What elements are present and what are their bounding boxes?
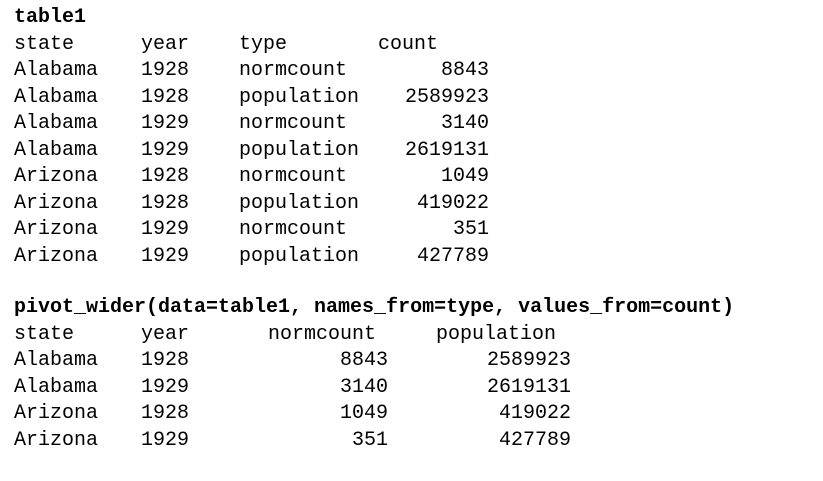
type-cell: population [239, 191, 360, 215]
state-cell: Arizona [14, 165, 99, 188]
table-row: Arizona 1929 normcount 351 [14, 217, 489, 244]
count-cell: 8843 [440, 59, 489, 82]
table1-header-count: count [378, 32, 439, 56]
type-cell: normcount [239, 218, 348, 241]
table-row: Alabama 1929 population 2619131 [14, 138, 489, 165]
year-cell: 1929 [141, 375, 190, 399]
pivot-header-population: population [436, 322, 557, 346]
state-cell: Alabama [14, 59, 99, 82]
table1-header-year: year [141, 32, 190, 56]
state-cell: Alabama [14, 112, 99, 135]
table-row: Alabama 1928 normcount 8843 [14, 58, 489, 85]
type-cell: population [239, 85, 360, 109]
pivot-header-row: state year normcount population [14, 322, 734, 349]
year-cell: 1929 [141, 428, 190, 452]
normcount-cell: 3140 [339, 375, 388, 399]
count-cell: 1049 [440, 165, 489, 188]
state-cell: Alabama [14, 138, 99, 162]
year-cell: 1929 [141, 112, 190, 135]
state-cell: Alabama [14, 85, 99, 109]
state-cell: Arizona [14, 191, 99, 215]
table1-block: table1 state year type count Alabama 1928… [14, 5, 489, 271]
population-cell: 2589923 [486, 349, 571, 372]
table1-header-type: type [239, 32, 288, 56]
table-row: Arizona 1929 351 427789 [14, 428, 734, 455]
table-row: Alabama 1928 8843 2589923 [14, 348, 734, 375]
count-cell: 2619131 [404, 138, 489, 162]
year-cell: 1928 [141, 349, 190, 372]
count-cell: 2589923 [404, 85, 489, 109]
state-cell: Alabama [14, 375, 99, 399]
pivot-header-state: state [14, 322, 75, 346]
table1-header-row: state year type count [14, 32, 438, 59]
normcount-cell: 8843 [339, 349, 388, 372]
table-row: Arizona 1928 normcount 1049 [14, 164, 489, 191]
state-cell: Alabama [14, 349, 99, 372]
type-cell: population [239, 244, 360, 268]
year-cell: 1928 [141, 402, 190, 425]
year-cell: 1928 [141, 85, 190, 109]
count-cell: 419022 [416, 191, 489, 215]
state-cell: Arizona [14, 402, 99, 425]
year-cell: 1928 [141, 165, 190, 188]
table-row: Alabama 1929 3140 2619131 [14, 375, 734, 402]
table1-title: table1 [14, 6, 87, 29]
year-cell: 1929 [141, 244, 190, 268]
table1-header-state: state [14, 32, 75, 56]
type-cell: population [239, 138, 360, 162]
normcount-cell: 1049 [339, 402, 388, 425]
year-cell: 1928 [141, 191, 190, 215]
year-cell: 1929 [141, 138, 190, 162]
pivot-block: pivot_wider(data=table1, names_from=type… [14, 295, 734, 454]
year-cell: 1928 [141, 59, 190, 82]
normcount-cell: 351 [351, 428, 388, 452]
table-row: Arizona 1928 1049 419022 [14, 401, 734, 428]
count-cell: 3140 [440, 112, 489, 135]
pivot-body: Alabama 1928 8843 2589923 Alabama 1929 3140 261… [14, 348, 734, 454]
pivot-header-normcount: normcount [268, 322, 377, 346]
count-cell: 351 [452, 218, 489, 241]
table-row: Arizona 1929 population 427789 [14, 244, 489, 271]
type-cell: normcount [239, 112, 348, 135]
table1-body: Alabama 1928 normcount 8843 Alabama 1928 popul… [14, 58, 489, 271]
count-cell: 427789 [416, 244, 489, 268]
pivot-title: pivot_wider(data=table1, names_from=type… [14, 296, 735, 319]
table-row: Alabama 1929 normcount 3140 [14, 111, 489, 138]
table-row: Alabama 1928 population 2589923 [14, 85, 489, 112]
state-cell: Arizona [14, 218, 99, 241]
type-cell: normcount [239, 59, 348, 82]
population-cell: 2619131 [486, 375, 571, 399]
table-row: Arizona 1928 population 419022 [14, 191, 489, 218]
population-cell: 427789 [498, 428, 571, 452]
year-cell: 1929 [141, 218, 190, 241]
type-cell: normcount [239, 165, 348, 188]
state-cell: Arizona [14, 244, 99, 268]
state-cell: Arizona [14, 428, 99, 452]
pivot-header-year: year [141, 322, 190, 346]
population-cell: 419022 [498, 402, 571, 425]
